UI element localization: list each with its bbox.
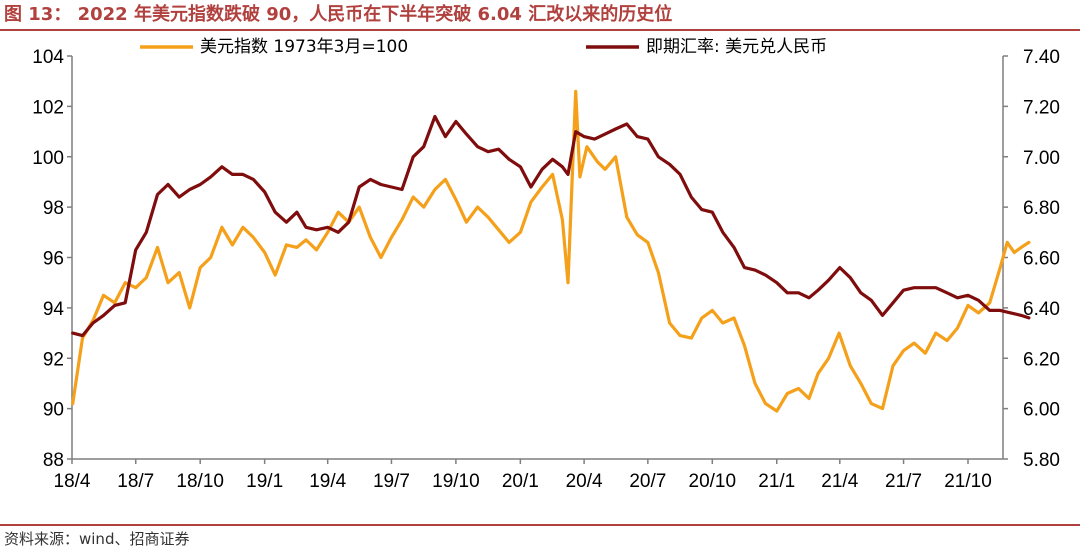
y-left-tick-label: 92	[43, 349, 64, 370]
x-tick-label: 20/10	[689, 471, 737, 492]
chart-series-layer	[71, 89, 1031, 413]
series-line-usd-index	[71, 89, 1031, 413]
x-tick-label: 18/10	[176, 471, 224, 492]
line-chart: 88 90 92 94 96 98 100 102 104 5.80 6.00 6.20 6.40 6.6…	[32, 37, 1060, 492]
x-tick-label: 21/1	[758, 471, 795, 492]
x-tick-label: 19/7	[373, 471, 410, 492]
title-divider	[0, 29, 1080, 31]
y-right-tick-label: 6.60	[1023, 249, 1060, 270]
y-left-tick-label: 96	[43, 249, 64, 270]
x-tick-label: 20/1	[502, 471, 539, 492]
legend-label-usd-cny: 即期汇率: 美元兑人民币	[646, 37, 827, 57]
y-right-tick-label: 5.80	[1023, 450, 1060, 471]
x-tick-label: 21/4	[821, 471, 858, 492]
legend-label-usd-index: 美元指数 1973年3月=100	[200, 37, 408, 57]
x-tick-label: 19/1	[246, 471, 283, 492]
figure-title: 图 13： 2022 年美元指数跌破 90，人民币在下半年突破 6.04 汇改以…	[4, 4, 673, 25]
y-right-tick-label: 7.20	[1023, 97, 1060, 118]
chart-axes: 88 90 92 94 96 98 100 102 104 5.80 6.00 6.20 6.40 6.6…	[32, 47, 1060, 492]
y-left-tick-label: 102	[32, 97, 64, 118]
y-right-tick-label: 7.40	[1023, 47, 1060, 68]
y-right-tick-label: 6.00	[1023, 400, 1060, 421]
x-tick-label: 18/7	[117, 471, 154, 492]
y-left-tick-label: 98	[43, 198, 64, 219]
footer-divider	[0, 524, 1080, 526]
series-line-usd-cny	[71, 114, 1031, 338]
x-tick-label: 21/10	[944, 471, 992, 492]
y-right-tick-label: 6.40	[1023, 299, 1060, 320]
y-left-tick-label: 88	[43, 450, 64, 471]
y-left-tick-label: 94	[43, 299, 65, 320]
x-tick-label: 20/7	[629, 471, 666, 492]
chart-legend: 美元指数 1973年3月=100 即期汇率: 美元兑人民币	[140, 37, 827, 57]
x-tick-label: 18/4	[54, 471, 91, 492]
y-right-tick-label: 7.00	[1023, 148, 1060, 169]
y-right-tick-label: 6.20	[1023, 349, 1060, 370]
x-tick-label: 19/4	[309, 471, 346, 492]
source-note: 资料来源：wind、招商证券	[4, 530, 190, 548]
y-left-tick-label: 104	[32, 47, 64, 68]
y-left-tick-label: 100	[32, 148, 64, 169]
x-tick-label: 20/4	[566, 471, 603, 492]
x-tick-label: 21/7	[885, 471, 922, 492]
x-tick-label: 19/10	[432, 471, 480, 492]
y-right-tick-label: 6.80	[1023, 198, 1060, 219]
y-left-tick-label: 90	[43, 400, 64, 421]
